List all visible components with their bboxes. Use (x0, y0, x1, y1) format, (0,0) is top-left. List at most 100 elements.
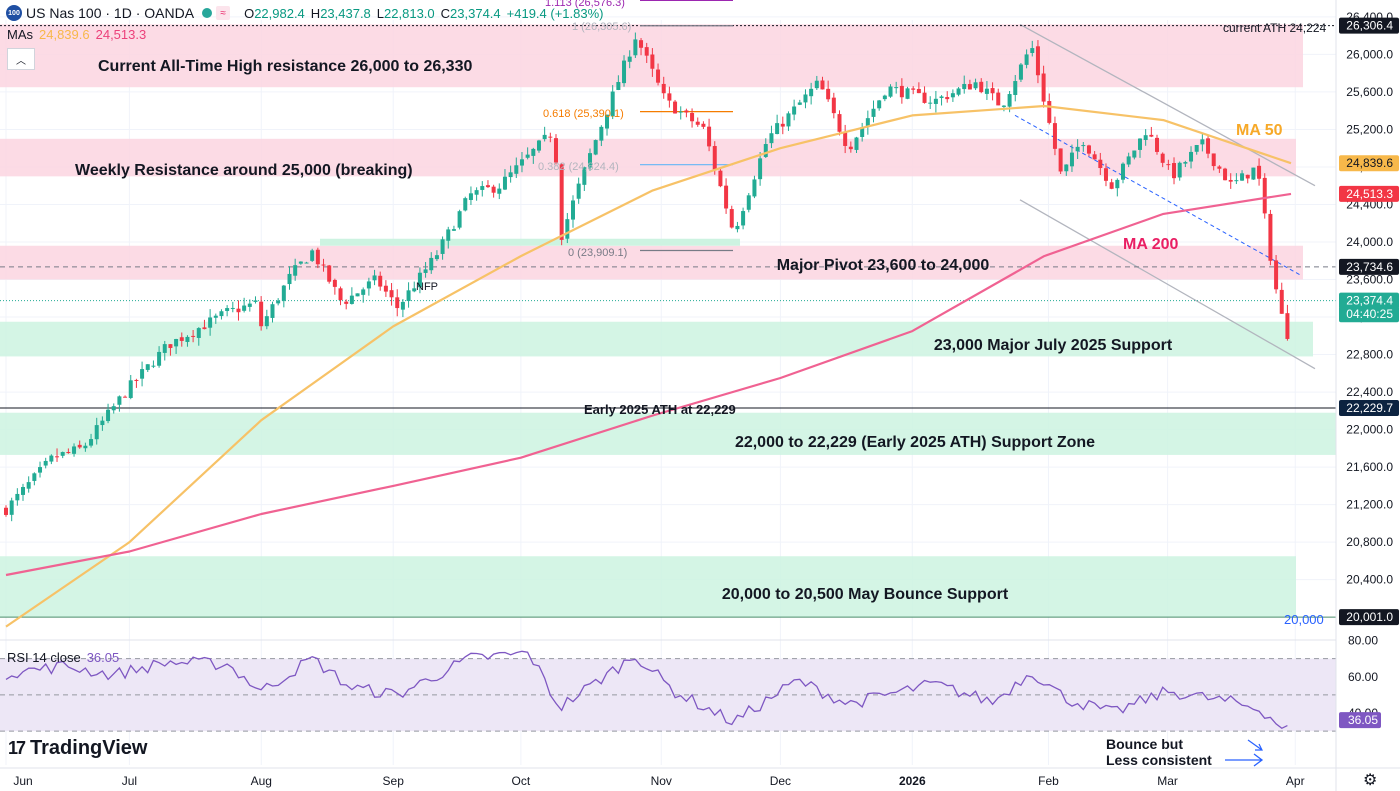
candle (1155, 134, 1160, 155)
candle-body (451, 229, 456, 231)
candle (707, 118, 712, 152)
rsi-legend-value: 36.05 (86, 650, 120, 665)
chart-annotation: Bounce but (1106, 736, 1183, 752)
candle-body (916, 88, 921, 94)
zone-rect (0, 321, 1313, 357)
candle (559, 163, 564, 246)
candle (446, 226, 451, 249)
candle-body (1092, 154, 1097, 160)
candle (837, 110, 842, 136)
candle-body (225, 308, 230, 312)
candle (571, 195, 575, 228)
rsi-legend[interactable]: RSI 14 close 36.05 (7, 650, 119, 665)
candle (378, 271, 383, 291)
moving-averages-legend[interactable]: MAs 24,839.6 24,513.3 (7, 27, 146, 42)
candle-body (21, 487, 26, 495)
candle (259, 296, 264, 331)
candle-body (32, 473, 37, 481)
price-axis-bg (1336, 0, 1400, 791)
collapse-legend-button[interactable]: ︿ (7, 48, 35, 70)
candle (457, 209, 462, 230)
candle (933, 90, 938, 113)
candle-body (417, 272, 422, 288)
candle (77, 440, 82, 449)
candle-body (429, 257, 434, 271)
ma200-line (5, 192, 1292, 577)
candle-body (1086, 145, 1091, 154)
candle (996, 88, 1001, 106)
candle (123, 395, 128, 398)
symbol-title[interactable]: US Nas 100 · 1D · OANDA (26, 5, 195, 21)
change-value: +419.4 (+1.83%) (506, 5, 604, 21)
rsi-axis-label: 36.05 (1339, 712, 1381, 729)
candle-body (412, 288, 417, 292)
candle-body (707, 126, 712, 147)
candle-body (576, 183, 581, 199)
candle (134, 378, 139, 388)
zone-label: Major Pivot 23,600 to 24,000 (777, 257, 990, 274)
candle-body (1007, 94, 1012, 107)
candle-body (151, 365, 156, 367)
candle-body (49, 455, 54, 462)
candle (916, 82, 921, 94)
candle (588, 148, 593, 171)
candle (264, 309, 269, 330)
candle-body (644, 47, 649, 56)
candle-body (259, 301, 264, 327)
candle (1177, 161, 1182, 181)
candle-body (1013, 81, 1018, 95)
candle-body (735, 225, 740, 230)
candle-body (60, 452, 65, 456)
candle (1240, 170, 1245, 181)
candle-body (928, 102, 933, 104)
candle (1211, 153, 1216, 171)
candle (140, 361, 145, 387)
price-tick-label: 25,200.0 (1346, 122, 1393, 136)
candle-body (1149, 134, 1154, 137)
price-tick-label: 22,800.0 (1346, 348, 1393, 362)
candle (491, 184, 496, 198)
candle (724, 178, 729, 214)
tradingview-logo[interactable]: 17 TradingView (8, 737, 147, 760)
candle (242, 297, 247, 313)
candle (327, 264, 332, 284)
candle (344, 299, 349, 310)
candle-body (553, 138, 558, 163)
candle-body (1143, 135, 1148, 140)
candle (854, 136, 859, 154)
candle (1075, 139, 1080, 159)
candle-body (639, 40, 644, 48)
candle-body (276, 300, 281, 304)
candle-body (871, 108, 876, 117)
alert-wave-icon[interactable]: ≈ (216, 6, 231, 20)
candle (548, 132, 553, 143)
candle-body (1081, 145, 1086, 147)
candle (225, 305, 230, 317)
candle (508, 165, 513, 183)
candle (1189, 146, 1194, 169)
candle (179, 332, 184, 347)
candle (247, 299, 252, 312)
candle (525, 147, 530, 160)
price-axis-label: 20,001.0 (1339, 609, 1399, 626)
candle (979, 78, 984, 94)
candle-body (1064, 164, 1069, 172)
rsi-tick-label: 80.00 (1348, 634, 1378, 648)
tradingview-mark-icon: 17 (8, 738, 26, 758)
candle (55, 448, 60, 462)
candle (451, 225, 456, 231)
chart-annotation: MA 50 (1236, 122, 1283, 139)
candle-body (349, 295, 354, 304)
candle (848, 141, 853, 153)
candle-body (1030, 48, 1035, 53)
price-axis-label-bg (1339, 292, 1399, 309)
gear-icon[interactable]: ⚙ (1363, 772, 1378, 789)
candle (939, 95, 944, 106)
high-value: 23,437.8 (320, 5, 371, 21)
candle-body (1183, 162, 1188, 164)
fib-label: 0 (23,909.1) (568, 247, 627, 259)
price-tick-label: 20,400.0 (1346, 573, 1393, 587)
candle-body (945, 97, 950, 100)
candle-body (423, 269, 428, 273)
